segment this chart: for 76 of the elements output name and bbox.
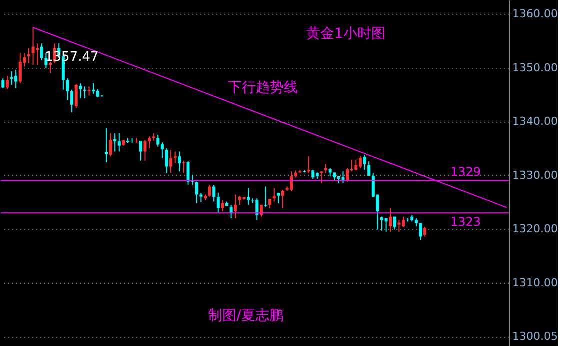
- candlestick: [368, 160, 371, 176]
- candlestick: [200, 192, 203, 203]
- candlestick: [79, 82, 82, 99]
- y-tick-label: 1360.00: [512, 7, 558, 20]
- candlestick: [389, 208, 392, 232]
- y-tick-label: 1300.05: [512, 330, 558, 344]
- candlestick: [18, 52, 22, 84]
- candlestick: [312, 170, 315, 180]
- candlestick: [212, 184, 216, 202]
- candlestick: [27, 48, 30, 64]
- candlestick: [74, 83, 78, 109]
- text: 黄金1小时图: [306, 26, 386, 42]
- candlestick: [36, 43, 40, 66]
- candlestick: [307, 156, 310, 174]
- candlestick: [14, 69, 18, 89]
- candlestick: [186, 160, 190, 186]
- candlestick: [354, 159, 358, 172]
- ref-line-label: 1323: [450, 215, 481, 230]
- candlestick: [230, 204, 233, 219]
- candlestick: [358, 156, 362, 169]
- candlestick: [320, 171, 324, 184]
- candlestick: [424, 226, 427, 238]
- candlestick: [156, 134, 160, 148]
- candlestick: [264, 186, 268, 208]
- y-tick-label: 1350.00: [512, 61, 558, 74]
- candlestick: [268, 198, 272, 209]
- candlestick: [272, 188, 276, 202]
- candlestick: [178, 151, 182, 172]
- candlestick: [384, 218, 388, 232]
- candlestick: [165, 148, 168, 174]
- candlestick: [393, 216, 396, 230]
- candlestick: [139, 140, 142, 162]
- candlestick: [281, 189, 284, 209]
- candlestick: [324, 164, 328, 174]
- candlestick: [174, 151, 177, 164]
- candlestick: [234, 194, 238, 219]
- candlestick: [144, 139, 147, 162]
- candlestick: [114, 132, 117, 152]
- candlestick: [32, 27, 35, 66]
- candlestick: [148, 136, 152, 150]
- candlestick: [342, 171, 345, 184]
- candlestick: [398, 220, 401, 232]
- candlestick: [2, 78, 5, 89]
- candlestick: [83, 86, 86, 99]
- candlestick: [160, 142, 164, 159]
- candlestick: [40, 43, 44, 61]
- ref-line-label: 1329: [450, 164, 481, 179]
- candlestick: [290, 171, 294, 192]
- candlestick: [118, 132, 121, 152]
- candlestick: [238, 195, 242, 206]
- annotation: 下行趋势线: [228, 80, 298, 96]
- y-tick-label: 1320.00: [512, 222, 558, 236]
- candlestick: [216, 192, 220, 214]
- candlestick: [88, 86, 91, 96]
- candlestick: [170, 150, 173, 174]
- candlestick: [247, 188, 250, 206]
- candlestick: [419, 222, 422, 240]
- candlestick: [6, 75, 9, 90]
- candlestick: [10, 71, 14, 86]
- candlestick: [346, 168, 350, 182]
- candlestick: [92, 82, 96, 95]
- candlestick: [182, 160, 186, 174]
- candlestick: [363, 154, 366, 171]
- candlestick: [104, 128, 108, 164]
- candlestick: [208, 184, 212, 198]
- candlestick: [66, 78, 70, 101]
- candlestick: [109, 132, 112, 158]
- candlestick: [70, 89, 74, 113]
- candlestick: [221, 200, 224, 212]
- y-tick-label: 1330.00: [512, 168, 558, 182]
- y-tick-label: 1310.00: [512, 276, 558, 290]
- candlestick: [277, 192, 280, 204]
- annotation: 制图/夏志鹏: [208, 308, 284, 324]
- candlestick: [195, 181, 198, 204]
- candlestick: [256, 198, 259, 221]
- y-tick-label: 1340.00: [512, 115, 558, 128]
